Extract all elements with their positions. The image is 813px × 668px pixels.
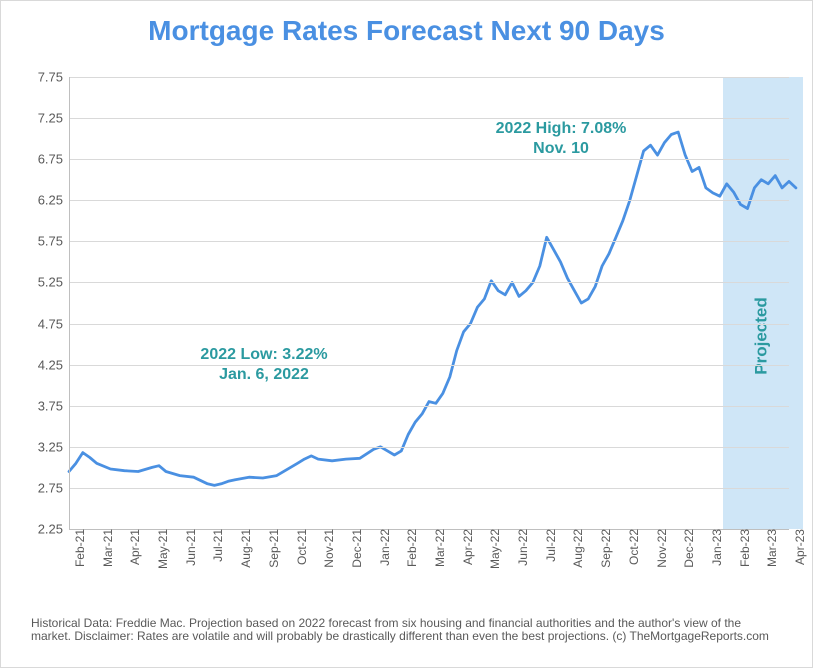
x-tick-label: Mar-23 — [761, 529, 779, 567]
x-tick-label: Dec-21 — [346, 529, 364, 568]
y-tick-label: 6.25 — [38, 193, 69, 208]
line-series — [69, 77, 789, 529]
x-tick-label: Jul-22 — [540, 529, 558, 562]
y-tick-label: 7.25 — [38, 111, 69, 126]
x-tick-label: Nov-21 — [318, 529, 336, 568]
gridline — [69, 282, 789, 283]
y-tick-label: 3.25 — [38, 439, 69, 454]
x-tick-label: Oct-21 — [291, 529, 309, 565]
x-tick-label: Aug-22 — [567, 529, 585, 568]
gridline — [69, 447, 789, 448]
y-tick-label: 5.75 — [38, 234, 69, 249]
x-tick-label: Feb-23 — [734, 529, 752, 567]
y-tick-label: 4.25 — [38, 357, 69, 372]
gridline — [69, 365, 789, 366]
gridline — [69, 488, 789, 489]
x-tick-label: May-22 — [484, 529, 502, 569]
x-tick-label: Mar-21 — [97, 529, 115, 567]
y-tick-label: 4.75 — [38, 316, 69, 331]
gridline — [69, 200, 789, 201]
chart-annotation: 2022 High: 7.08%Nov. 10 — [496, 119, 627, 159]
y-tick-label: 7.75 — [38, 70, 69, 85]
x-tick-label: Feb-22 — [401, 529, 419, 567]
chart-frame: Mortgage Rates Forecast Next 90 Days Pro… — [0, 0, 813, 668]
gridline — [69, 118, 789, 119]
x-tick-label: May-21 — [152, 529, 170, 569]
y-tick-label: 5.25 — [38, 275, 69, 290]
x-tick-label: Jun-22 — [512, 529, 530, 566]
gridline — [69, 159, 789, 160]
x-tick-label: Jan-22 — [374, 529, 392, 566]
gridline — [69, 406, 789, 407]
x-tick-label: Apr-21 — [124, 529, 142, 565]
x-tick-label: Nov-22 — [651, 529, 669, 568]
y-tick-label: 3.75 — [38, 398, 69, 413]
gridline — [69, 324, 789, 325]
x-tick-label: Jul-21 — [207, 529, 225, 562]
y-tick-label: 2.75 — [38, 480, 69, 495]
chart-annotation: 2022 Low: 3.22%Jan. 6, 2022 — [200, 345, 327, 385]
x-tick-label: Jan-23 — [706, 529, 724, 566]
x-tick-label: Oct-22 — [623, 529, 641, 565]
x-tick-label: Mar-22 — [429, 529, 447, 567]
plot-area: Projected 2.252.753.253.754.254.755.255.… — [69, 77, 789, 529]
x-tick-label: Dec-22 — [678, 529, 696, 568]
x-tick-label: Sep-21 — [263, 529, 281, 568]
y-tick-label: 6.75 — [38, 152, 69, 167]
footer-disclaimer: Historical Data: Freddie Mac. Projection… — [31, 617, 782, 643]
chart-title: Mortgage Rates Forecast Next 90 Days — [1, 15, 812, 47]
gridline — [69, 241, 789, 242]
x-tick-label: Sep-22 — [595, 529, 613, 568]
x-tick-label: Jun-21 — [180, 529, 198, 566]
y-tick-label: 2.25 — [38, 522, 69, 537]
x-tick-label: Apr-22 — [457, 529, 475, 565]
y-axis — [69, 77, 70, 529]
x-tick-label: Feb-21 — [69, 529, 87, 567]
x-tick-label: Apr-23 — [789, 529, 807, 565]
x-tick-label: Aug-21 — [235, 529, 253, 568]
gridline — [69, 77, 789, 78]
